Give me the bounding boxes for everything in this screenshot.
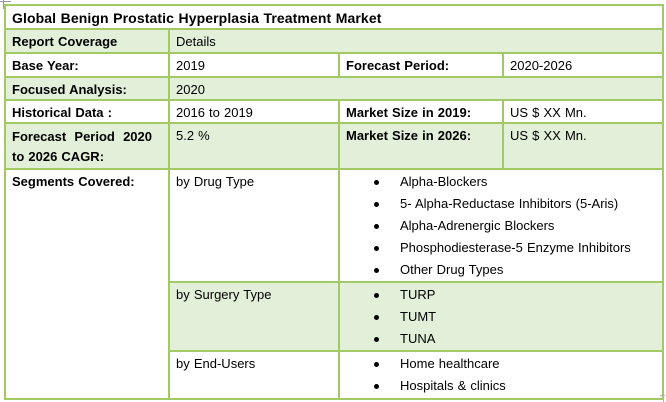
bullet-item: TUMT <box>373 306 656 328</box>
bullet-item: TURP <box>373 284 656 306</box>
bullet-item: TUNA <box>373 328 656 349</box>
cagr-value: 5.2 % <box>168 122 340 170</box>
bullet-item: Home healthcare <box>373 353 656 375</box>
historical-data-label: Historical Data : <box>4 99 170 124</box>
market-size-2019-value: US $ XX Mn. <box>501 99 665 124</box>
bullet-list-drug-type: Alpha-Blockers 5- Alpha-Reductase Inhibit… <box>346 171 656 280</box>
bullet-item: 5- Alpha-Reductase Inhibitors (5-Aris) <box>373 193 656 215</box>
forecast-period-value: 2020-2026 <box>501 52 665 78</box>
segments-covered-label: Segments Covered: <box>4 168 170 400</box>
page-edge-artifact <box>3 0 4 9</box>
table-title: Global Benign Prostatic Hyperplasia Trea… <box>3 4 665 30</box>
page-edge-artifact <box>663 396 664 402</box>
bullet-item: Other Drug Types <box>373 259 656 280</box>
bullet-item: Hospitals & clinics <box>373 375 656 397</box>
page-edge-artifact <box>0 1 11 2</box>
segment-group-end-users: by End-Users <box>168 350 340 400</box>
focused-analysis-label: Focused Analysis: <box>4 76 170 101</box>
report-coverage-value: Details <box>167 28 665 54</box>
focused-analysis-value: 2020 <box>167 76 665 101</box>
end-users-list: Home healthcare Hospitals & clinics <box>337 350 665 400</box>
segment-group-drug-type: by Drug Type <box>168 168 340 283</box>
bullet-list-surgery-type: TURP TUMT TUNA <box>346 284 656 349</box>
market-size-2026-value: US $ XX Mn. <box>501 122 665 170</box>
page-edge-artifact <box>660 395 665 396</box>
bullet-item: Phosphodiesterase-5 Enzyme Inhibitors <box>373 237 656 259</box>
market-size-2019-label: Market Size in 2019: <box>338 99 504 124</box>
historical-data-value: 2016 to 2019 <box>168 99 340 124</box>
forecast-period-label: Forecast Period: <box>338 52 504 78</box>
base-year-label: Base Year: <box>4 52 170 78</box>
bullet-item: Alpha-Adrenergic Blockers <box>373 215 656 237</box>
report-coverage-label: Report Coverage <box>4 28 170 54</box>
segment-group-surgery-type: by Surgery Type <box>168 281 340 352</box>
bullet-item: Alpha-Blockers <box>373 171 656 193</box>
report-coverage-table: Global Benign Prostatic Hyperplasia Trea… <box>3 4 665 400</box>
market-size-2026-label: Market Size in 2026: <box>338 122 504 170</box>
cagr-label: Forecast Period 2020 to 2026 CAGR: <box>4 122 170 170</box>
drug-type-list: Alpha-Blockers 5- Alpha-Reductase Inhibit… <box>337 168 665 283</box>
bullet-list-end-users: Home healthcare Hospitals & clinics <box>346 353 656 397</box>
base-year-value: 2019 <box>168 52 340 78</box>
surgery-type-list: TURP TUMT TUNA <box>337 281 665 352</box>
